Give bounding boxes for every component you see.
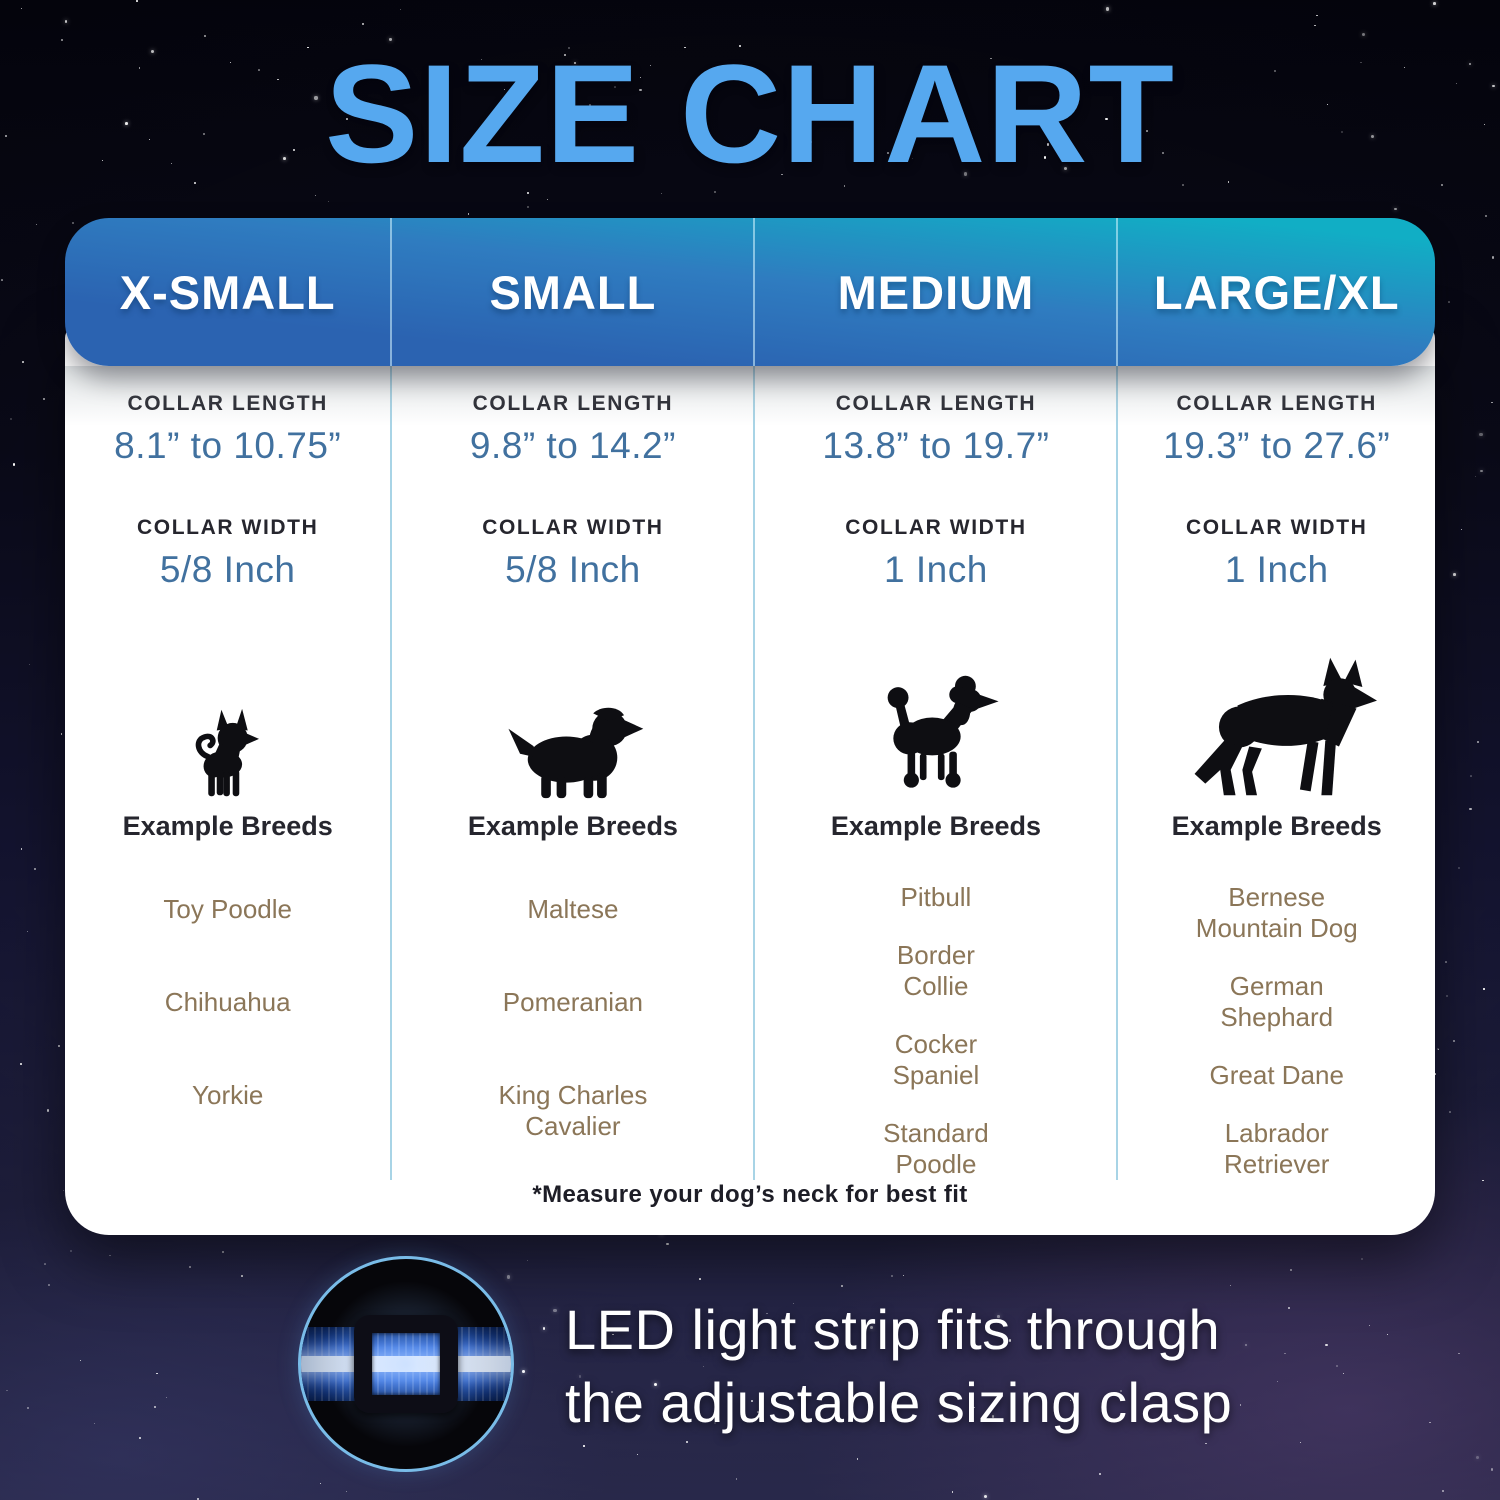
collar-width-value: 1 Inch (1186, 549, 1367, 591)
column-xsmall: COLLAR LENGTH 8.1” to 10.75” COLLAR WIDT… (65, 366, 390, 1180)
breed-item: German Shephard (1220, 971, 1333, 1033)
led-callout-line2: the adjustable sizing clasp (565, 1366, 1232, 1439)
size-header-row: X-SMALL SMALL MEDIUM LARGE/XL (65, 218, 1435, 366)
collar-length-label: COLLAR LENGTH (114, 392, 341, 416)
breed-item: Pomeranian (503, 987, 643, 1018)
breed-list: Maltese Pomeranian King Charles Cavalier (498, 894, 647, 1142)
size-chart-card: X-SMALL SMALL MEDIUM LARGE/XL COLLAR LEN… (65, 218, 1435, 1235)
collar-width-value: 5/8 Inch (137, 549, 318, 591)
collar-width-section: COLLAR WIDTH 1 Inch (1186, 516, 1367, 640)
led-callout-text: LED light strip fits through the adjusta… (565, 1293, 1232, 1439)
size-header-largexl: LARGE/XL (1116, 218, 1435, 366)
collar-length-section: COLLAR LENGTH 19.3” to 27.6” (1163, 392, 1390, 498)
example-breeds-heading: Example Breeds (1172, 809, 1382, 843)
collar-width-label: COLLAR WIDTH (845, 516, 1026, 540)
breed-item: Great Dane (1210, 1060, 1344, 1091)
size-chart-body: COLLAR LENGTH 8.1” to 10.75” COLLAR WIDT… (65, 326, 1435, 1235)
breed-item: King Charles Cavalier (498, 1080, 647, 1142)
collar-length-value: 19.3” to 27.6” (1163, 425, 1390, 467)
breed-item: Maltese (527, 894, 618, 925)
breed-item: Border Collie (897, 940, 975, 1002)
breed-item: Pitbull (901, 882, 972, 913)
breed-item: Cocker Spaniel (893, 1029, 980, 1091)
german-shepherd-silhouette-icon (1177, 640, 1377, 804)
breed-item: Bernese Mountain Dog (1196, 882, 1358, 944)
breed-item: Labrador Retriever (1224, 1118, 1329, 1180)
led-callout-line1: LED light strip fits through (565, 1293, 1232, 1366)
collar-width-label: COLLAR WIDTH (137, 516, 318, 540)
breed-item: Yorkie (192, 1080, 263, 1111)
column-small: COLLAR LENGTH 9.8” to 14.2” COLLAR WIDTH… (390, 366, 753, 1180)
poodle-silhouette-icon (866, 640, 1006, 804)
collar-length-value: 13.8” to 19.7” (822, 425, 1049, 467)
collar-width-value: 1 Inch (845, 549, 1026, 591)
example-breeds-heading: Example Breeds (831, 809, 1041, 843)
size-header-small: SMALL (390, 218, 753, 366)
column-largexl: COLLAR LENGTH 19.3” to 27.6” COLLAR WIDT… (1116, 366, 1435, 1180)
collar-length-section: COLLAR LENGTH 13.8” to 19.7” (822, 392, 1049, 498)
collar-clasp-led-photo (298, 1256, 514, 1472)
collar-length-value: 9.8” to 14.2” (470, 425, 676, 467)
column-medium: COLLAR LENGTH 13.8” to 19.7” COLLAR WIDT… (753, 366, 1116, 1180)
example-breeds-heading: Example Breeds (468, 809, 678, 843)
collar-length-section: COLLAR LENGTH 8.1” to 10.75” (114, 392, 341, 498)
breed-item: Chihuahua (165, 987, 291, 1018)
collar-width-label: COLLAR WIDTH (1186, 516, 1367, 540)
page-title: SIZE CHART (0, 44, 1500, 184)
chihuahua-silhouette-icon (185, 640, 271, 804)
collar-length-value: 8.1” to 10.75” (114, 425, 341, 467)
collar-length-label: COLLAR LENGTH (470, 392, 676, 416)
sizing-clasp (354, 1315, 458, 1413)
size-columns: COLLAR LENGTH 8.1” to 10.75” COLLAR WIDT… (65, 366, 1435, 1165)
collar-width-label: COLLAR WIDTH (482, 516, 663, 540)
breed-item: Standard Poodle (883, 1118, 989, 1180)
size-header-medium: MEDIUM (753, 218, 1116, 366)
breed-list: Pitbull Border Collie Cocker Spaniel Sta… (883, 882, 989, 1180)
size-header-xsmall: X-SMALL (65, 218, 390, 366)
collar-length-section: COLLAR LENGTH 9.8” to 14.2” (470, 392, 676, 498)
collar-width-section: COLLAR WIDTH 5/8 Inch (137, 516, 318, 640)
collar-length-label: COLLAR LENGTH (1163, 392, 1390, 416)
cavalier-spaniel-silhouette-icon (498, 640, 648, 804)
collar-width-section: COLLAR WIDTH 5/8 Inch (482, 516, 663, 640)
breed-list: Toy Poodle Chihuahua Yorkie (163, 894, 292, 1111)
example-breeds-heading: Example Breeds (123, 809, 333, 843)
breed-list: Bernese Mountain Dog German Shephard Gre… (1196, 882, 1358, 1180)
collar-length-label: COLLAR LENGTH (822, 392, 1049, 416)
breed-item: Toy Poodle (163, 894, 292, 925)
collar-width-value: 5/8 Inch (482, 549, 663, 591)
collar-width-section: COLLAR WIDTH 1 Inch (845, 516, 1026, 640)
